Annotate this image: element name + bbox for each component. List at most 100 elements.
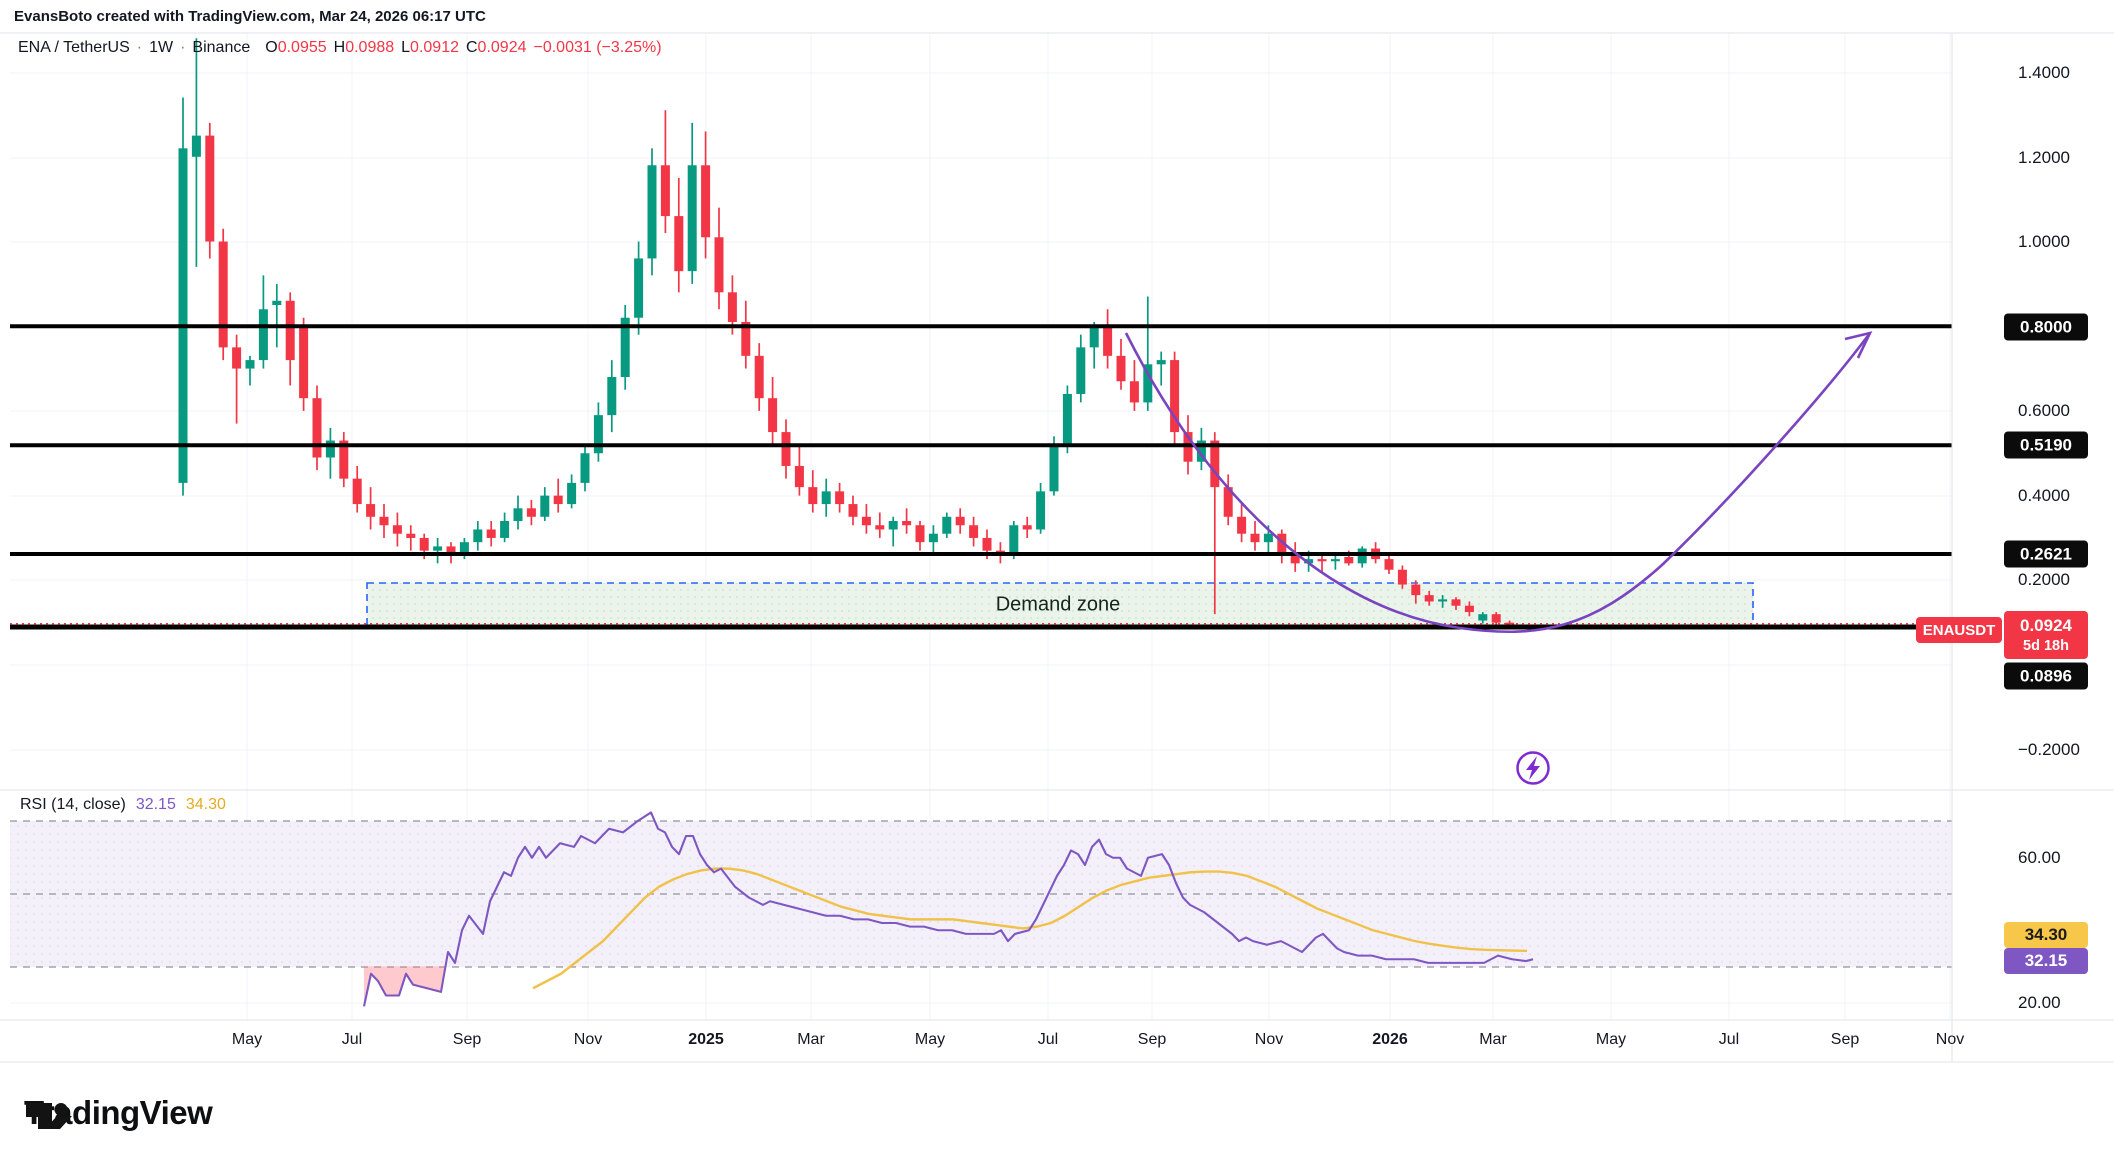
candle-body	[285, 300, 295, 361]
candle-body	[1009, 525, 1019, 555]
candle-body	[459, 542, 469, 555]
candle-body	[205, 135, 215, 242]
candle-body	[1277, 533, 1287, 555]
candle-body	[258, 309, 268, 361]
candle-body	[1438, 599, 1448, 602]
candle-body	[553, 495, 563, 505]
candle-body	[1263, 533, 1273, 543]
candle-body	[540, 495, 550, 517]
candle-body	[1411, 584, 1421, 596]
candle-body	[1344, 557, 1354, 564]
candle-body	[191, 135, 201, 157]
candle-body	[714, 237, 724, 293]
candle-body	[982, 537, 992, 551]
rsi-line	[362, 811, 1534, 1007]
demand-zone-rectangle[interactable]	[366, 582, 1754, 629]
candle-body	[808, 487, 818, 505]
candle-body	[687, 165, 697, 272]
candle-body	[392, 525, 402, 534]
candle-body	[902, 521, 912, 526]
candle-body	[1317, 559, 1327, 562]
candle-body	[178, 148, 188, 483]
candle-body	[433, 546, 443, 551]
candle-body	[821, 491, 831, 505]
candle-body	[620, 317, 630, 378]
candle-body	[245, 360, 255, 369]
candle-body	[1049, 444, 1059, 492]
candle-body	[1397, 569, 1407, 585]
candle-body	[888, 521, 898, 530]
candle-body	[446, 546, 456, 555]
candle-body	[1156, 360, 1166, 365]
candle-body	[513, 508, 523, 522]
candle-body	[1062, 393, 1072, 445]
candle-body	[955, 516, 965, 526]
candle-body	[647, 165, 657, 259]
candle-body	[325, 440, 335, 458]
candle-body	[848, 504, 858, 517]
lightning-bolt-glyph	[1526, 756, 1540, 780]
candle-body	[312, 398, 322, 458]
candle-body	[754, 355, 764, 399]
candle-body	[1451, 599, 1461, 606]
candle-body	[1384, 559, 1394, 570]
candle-body	[593, 415, 603, 454]
candle-body	[272, 300, 282, 306]
candle-body	[379, 516, 389, 526]
candle-body	[1237, 516, 1247, 534]
candle-body	[1464, 605, 1474, 613]
candle-body	[1103, 326, 1113, 356]
candle-body	[1143, 364, 1153, 403]
candle-body	[741, 321, 751, 356]
candle-body	[526, 508, 536, 517]
candle-body	[218, 241, 228, 348]
candle-body	[486, 529, 496, 538]
candle-body	[1089, 326, 1099, 348]
candle-body	[1223, 487, 1233, 517]
candle-body	[500, 521, 510, 538]
candle-body	[580, 453, 590, 483]
candle-body	[607, 377, 617, 416]
candle-body	[419, 537, 429, 551]
candle-body	[1304, 559, 1314, 564]
candle-body	[1076, 347, 1086, 394]
candle-body	[1424, 595, 1434, 602]
candle-body	[928, 533, 938, 543]
candle-body	[727, 292, 737, 322]
candle-body	[674, 216, 684, 272]
candle-body	[781, 432, 791, 466]
candle-body	[701, 165, 711, 238]
candle-body	[634, 258, 644, 318]
candle-body	[1210, 440, 1220, 488]
candle-body	[352, 478, 362, 505]
candle-body	[366, 504, 376, 517]
candle-body	[339, 440, 349, 479]
projection-curve[interactable]	[1124, 332, 1872, 633]
candle-body	[299, 326, 309, 399]
candle-body	[1491, 614, 1501, 623]
rsi-oversold-fill	[364, 966, 446, 1007]
candle-body	[1129, 381, 1139, 403]
candle-body	[1022, 525, 1032, 530]
candle-body	[1330, 559, 1340, 562]
candle-body	[473, 529, 483, 543]
candle-body	[1116, 355, 1126, 382]
candle-body	[794, 465, 804, 488]
candle-body	[1196, 440, 1206, 462]
candle-body	[942, 516, 952, 534]
candle-body	[567, 482, 577, 505]
projection-arrowhead	[1844, 331, 1873, 359]
candle-body	[969, 525, 979, 538]
candle-body	[768, 398, 778, 433]
candle-body	[406, 533, 416, 538]
candle-body	[1478, 614, 1488, 621]
candle-body	[1036, 491, 1046, 530]
candle-body	[1170, 360, 1180, 433]
candle-body	[915, 525, 925, 543]
candle-body	[835, 491, 845, 505]
candle-body	[232, 347, 242, 369]
candle-body	[1250, 533, 1260, 543]
candle-body	[875, 525, 885, 530]
